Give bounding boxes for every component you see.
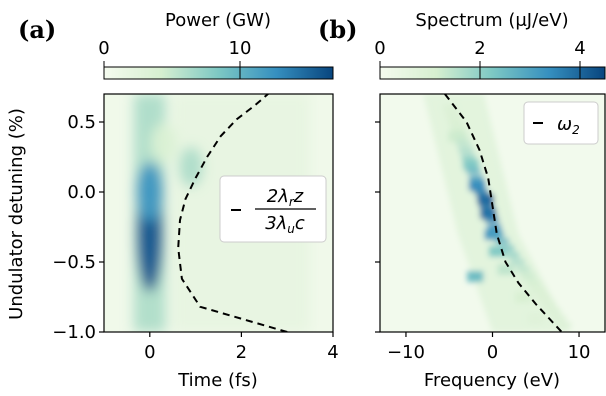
heatmap-cell	[557, 322, 572, 328]
heatmap-hotspot	[179, 146, 204, 187]
panel-a-x-axis-label: Time (fs)	[177, 370, 258, 391]
panel-a-y-ticks: 0.5 0.0 −0.5 −1.0	[52, 112, 104, 343]
heatmap-cell	[474, 189, 489, 195]
panel-b: (b) Spectrum (μJ/eV) 0 2 4 ω2 −10 0 10 Fre…	[318, 10, 606, 391]
legend-omega2: ω2	[557, 114, 580, 137]
heatmap-cell	[456, 140, 471, 146]
heatmap-cell	[443, 105, 458, 111]
heatmap-cell	[489, 231, 504, 237]
y-tick-label: 0.5	[67, 112, 96, 133]
heatmap-cell	[531, 287, 546, 293]
heatmap-streak	[488, 245, 505, 257]
panel-a-dashed-curve	[177, 94, 288, 332]
heatmap-cell	[448, 119, 463, 125]
heatmap-cell	[536, 294, 551, 300]
heatmap-cell	[500, 245, 515, 251]
panel-b-dashed-curve	[444, 94, 563, 332]
heatmap-cell	[484, 217, 499, 223]
panel-a-x-ticks: 0 2 4	[144, 332, 339, 363]
heatmap-cell	[458, 147, 473, 153]
heatmap-cell	[445, 112, 460, 118]
panel-b-colorbar-tick-1: 2	[474, 38, 485, 59]
heatmap-cell	[466, 168, 481, 174]
heatmap-cell	[552, 315, 567, 321]
panel-a-colorbar	[103, 66, 334, 80]
heatmap-cell	[482, 210, 497, 216]
panel-a-frame	[103, 93, 334, 333]
heatmap-cell	[520, 273, 535, 279]
panel-b-colorbar-label: Spectrum (μJ/eV)	[415, 10, 568, 31]
y-tick-label: 0.0	[67, 182, 96, 203]
heatmap-cell	[515, 266, 530, 272]
heatmap-cell	[463, 161, 478, 167]
panel-b-colorbar	[379, 66, 606, 80]
panel-b-y-ticks	[375, 121, 380, 333]
panel-a-colorbar-tick-0: 0	[98, 38, 109, 59]
heatmap-streak	[514, 292, 531, 303]
heatmap-hotspot	[151, 123, 176, 163]
x-tick-label: 10	[568, 342, 591, 363]
panel-b-letter: (b)	[318, 15, 358, 44]
x-tick-label: 2	[236, 342, 247, 363]
heatmap-cell	[453, 133, 468, 139]
heatmap-hotspot	[136, 162, 163, 222]
heatmap-cell	[461, 154, 476, 160]
heatmap-cell	[510, 259, 525, 265]
panel-a-colorbar-tick-1: 10	[229, 38, 252, 59]
heatmap-streak	[527, 313, 544, 324]
panel-a: (a) Power (GW) 0 10 2λrz 3λuc Undulator …	[6, 10, 339, 391]
x-tick-label: 0	[144, 342, 155, 363]
panel-b-legend: ω2	[523, 101, 599, 145]
panel-b-x-axis-label: Frequency (eV)	[424, 370, 560, 391]
heatmap-streak	[497, 264, 514, 275]
heatmap-cell	[541, 301, 556, 307]
panel-b-colorbar-tick-0: 0	[374, 38, 385, 59]
panel-a-letter: (a)	[18, 15, 56, 44]
heatmap-cell	[505, 252, 520, 258]
heatmap-cell	[450, 126, 465, 132]
panel-b-colorbar-tick-2: 4	[574, 38, 585, 59]
x-tick-label: 0	[487, 342, 498, 363]
heatmap-cell	[469, 175, 484, 181]
heatmap-cell	[476, 196, 491, 202]
heatmap-cell	[487, 224, 502, 230]
heatmap-cell	[546, 308, 561, 314]
heatmap-cell	[526, 280, 541, 286]
panel-b-heatmap	[423, 94, 572, 332]
heatmap-band	[423, 94, 571, 332]
heatmap-cell	[479, 203, 494, 209]
heatmap-cell	[495, 238, 510, 244]
heatmap-hotspot	[136, 95, 163, 135]
panel-b-x-ticks: −10 0 10	[387, 332, 591, 363]
legend-fraction-denominator: 3λuc	[265, 213, 305, 236]
legend-fraction-numerator: 2λrz	[267, 186, 304, 209]
panel-a-y-axis-label: Undulator detuning (%)	[6, 108, 27, 320]
heatmap-streak	[467, 271, 484, 282]
x-tick-label: −10	[387, 342, 425, 363]
y-tick-label: −0.5	[52, 252, 96, 273]
heatmap-cell	[471, 182, 486, 188]
panel-a-colorbar-label: Power (GW)	[165, 10, 271, 31]
panel-a-legend: 2λrz 3λuc	[219, 175, 327, 243]
y-tick-label: −1.0	[52, 322, 96, 343]
x-tick-label: 4	[327, 342, 338, 363]
